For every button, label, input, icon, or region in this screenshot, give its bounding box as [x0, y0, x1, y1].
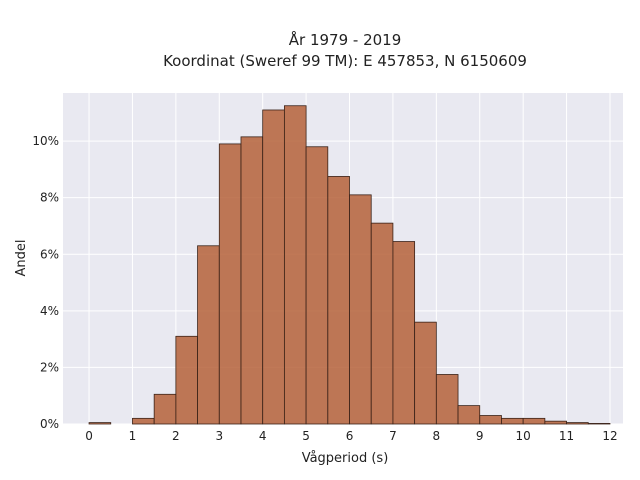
chart-title-line2: Koordinat (Sweref 99 TM): E 457853, N 61… — [163, 52, 527, 70]
x-tick-label: 9 — [476, 429, 484, 443]
x-tick-label: 5 — [302, 429, 310, 443]
x-tick-label: 6 — [346, 429, 354, 443]
histogram-bar — [262, 109, 285, 425]
y-tick-label: 10% — [32, 134, 59, 148]
x-tick-label: 12 — [602, 429, 617, 443]
x-tick-label: 2 — [172, 429, 180, 443]
y-tick-label: 8% — [40, 191, 59, 205]
histogram-bar — [349, 194, 372, 425]
y-tick-label: 6% — [40, 247, 59, 261]
ticks-layer: 0 1 2 3 4 5 6 7 8 9 10 11 120%2%4%6%8%10% — [32, 134, 617, 443]
histogram-bar — [544, 420, 567, 425]
x-tick-label: 1 — [129, 429, 137, 443]
histogram-bar — [522, 417, 546, 425]
histogram-bar — [175, 335, 198, 425]
x-tick-label: 11 — [559, 429, 574, 443]
bars-layer — [88, 105, 611, 425]
y-tick-label: 0% — [40, 417, 59, 431]
histogram-bar — [501, 417, 524, 425]
histogram-bar — [132, 417, 155, 425]
histogram-bar — [88, 422, 112, 425]
chart-title-line1: År 1979 - 2019 — [289, 30, 402, 49]
histogram-bar — [305, 146, 329, 425]
x-tick-label: 10 — [516, 429, 531, 443]
x-tick-label: 0 — [85, 429, 93, 443]
histogram-bar — [587, 423, 611, 425]
y-tick-label: 4% — [40, 304, 59, 318]
histogram-bar — [240, 136, 264, 425]
x-axis-title: Vågperiod (s) — [302, 451, 389, 466]
histogram-bar — [197, 245, 220, 425]
histogram-bar — [457, 405, 481, 425]
histogram-bar — [435, 374, 459, 425]
histogram-bar — [479, 415, 502, 425]
histogram-bar — [153, 393, 177, 425]
y-tick-label: 2% — [40, 360, 59, 374]
histogram-bar — [370, 222, 394, 425]
histogram-bar — [283, 105, 307, 425]
x-tick-label: 8 — [433, 429, 441, 443]
x-tick-label: 3 — [215, 429, 223, 443]
histogram-bar — [566, 422, 589, 425]
x-tick-label: 7 — [389, 429, 397, 443]
x-tick-label: 4 — [259, 429, 267, 443]
histogram-bar — [327, 176, 350, 425]
histogram-bar — [414, 321, 437, 425]
histogram-bar — [392, 241, 416, 425]
y-axis-title: Andel — [14, 240, 29, 277]
histogram-bar — [218, 143, 242, 425]
